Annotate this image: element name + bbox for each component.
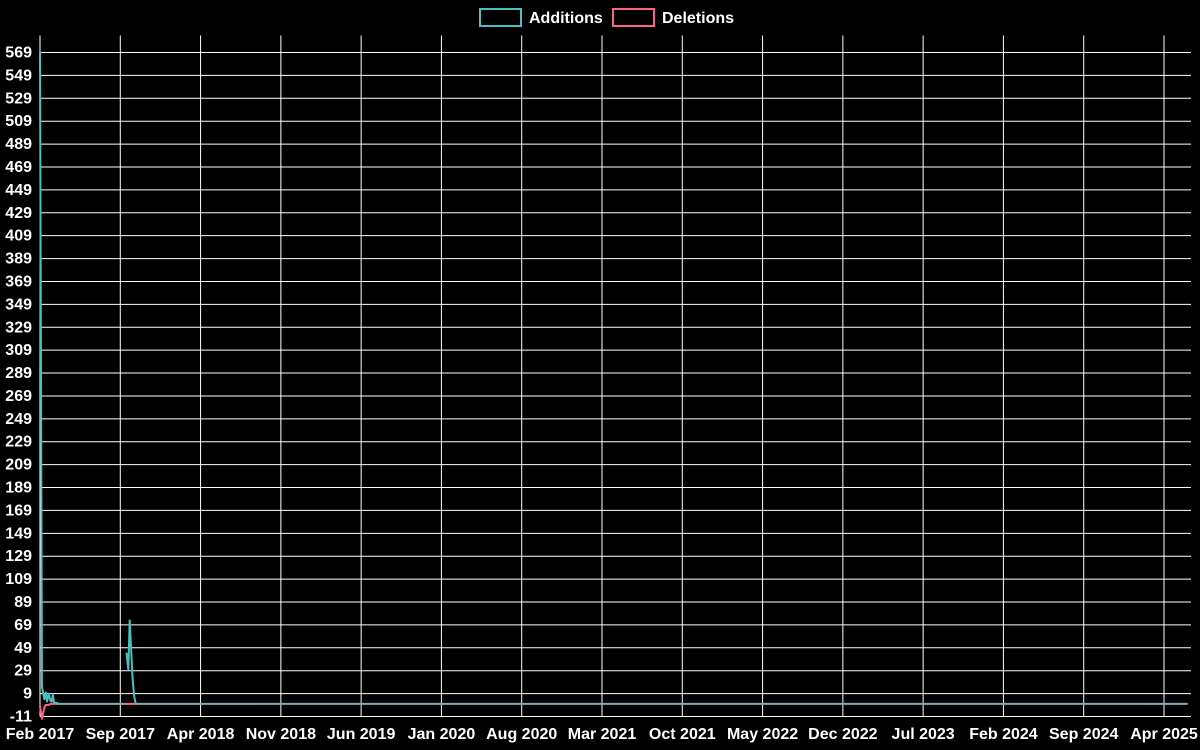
svg-text:29: 29 — [14, 663, 32, 680]
svg-text:469: 469 — [5, 159, 32, 176]
svg-text:509: 509 — [5, 113, 32, 130]
svg-text:529: 529 — [5, 90, 32, 107]
svg-text:449: 449 — [5, 182, 32, 199]
svg-text:Sep 2017: Sep 2017 — [86, 726, 155, 743]
svg-text:109: 109 — [5, 571, 32, 588]
svg-text:249: 249 — [5, 411, 32, 428]
svg-text:569: 569 — [5, 45, 32, 62]
svg-text:189: 189 — [5, 480, 32, 497]
svg-text:269: 269 — [5, 388, 32, 405]
svg-text:349: 349 — [5, 296, 32, 313]
svg-text:369: 369 — [5, 273, 32, 290]
svg-text:9: 9 — [23, 686, 32, 703]
svg-text:Feb 2024: Feb 2024 — [969, 726, 1038, 743]
svg-text:329: 329 — [5, 319, 32, 336]
svg-text:489: 489 — [5, 136, 32, 153]
svg-text:May 2022: May 2022 — [727, 726, 798, 743]
svg-text:Apr 2025: Apr 2025 — [1130, 726, 1198, 743]
svg-text:89: 89 — [14, 594, 32, 611]
svg-text:549: 549 — [5, 67, 32, 84]
svg-text:Oct 2021: Oct 2021 — [649, 726, 716, 743]
svg-text:149: 149 — [5, 525, 32, 542]
svg-text:209: 209 — [5, 457, 32, 474]
svg-text:49: 49 — [14, 640, 32, 657]
svg-text:Nov 2018: Nov 2018 — [246, 726, 316, 743]
svg-text:Additions: Additions — [529, 10, 603, 27]
svg-text:Aug 2020: Aug 2020 — [486, 726, 557, 743]
svg-text:129: 129 — [5, 548, 32, 565]
svg-text:289: 289 — [5, 365, 32, 382]
svg-text:429: 429 — [5, 205, 32, 222]
svg-text:169: 169 — [5, 502, 32, 519]
svg-text:69: 69 — [14, 617, 32, 634]
svg-text:-11: -11 — [10, 709, 32, 726]
svg-text:Sep 2024: Sep 2024 — [1049, 726, 1118, 743]
svg-text:Feb 2017: Feb 2017 — [6, 726, 75, 743]
svg-text:309: 309 — [5, 342, 32, 359]
svg-text:Deletions: Deletions — [662, 10, 734, 27]
svg-text:Jul 2023: Jul 2023 — [892, 726, 955, 743]
svg-text:389: 389 — [5, 251, 32, 268]
svg-text:Jan 2020: Jan 2020 — [408, 726, 476, 743]
svg-text:Apr 2018: Apr 2018 — [167, 726, 235, 743]
svg-text:229: 229 — [5, 434, 32, 451]
svg-text:Jun 2019: Jun 2019 — [327, 726, 396, 743]
svg-text:Dec 2022: Dec 2022 — [808, 726, 877, 743]
svg-text:409: 409 — [5, 228, 32, 245]
svg-text:Mar 2021: Mar 2021 — [568, 726, 637, 743]
